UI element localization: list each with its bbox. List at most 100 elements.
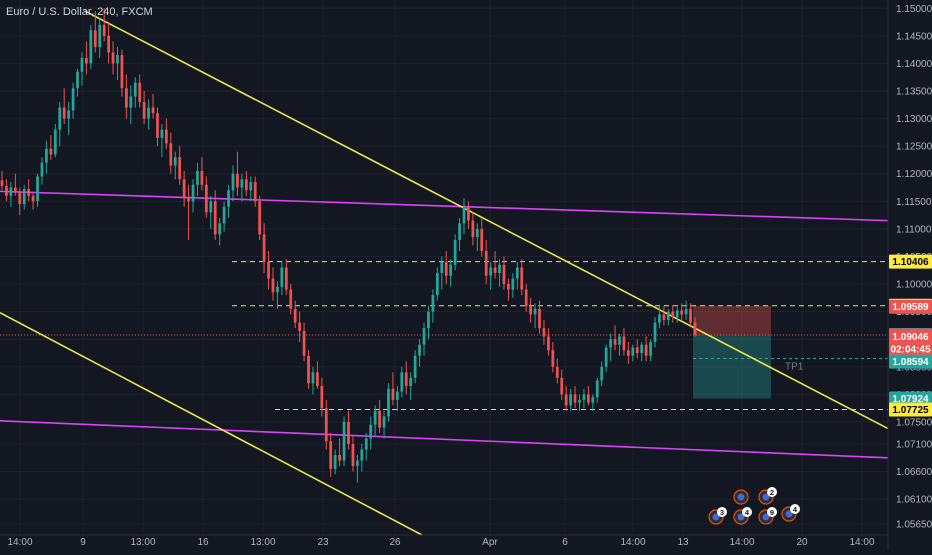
candle-body — [653, 322, 657, 342]
candle-body — [555, 366, 559, 378]
x-tick-label: Apr — [482, 537, 498, 548]
event-count-badge — [790, 504, 800, 514]
event-count: 9 — [770, 508, 774, 517]
x-tick-label: 20 — [796, 537, 808, 548]
candle-body — [227, 190, 230, 207]
price-label: 1.10406 — [892, 257, 929, 268]
x-tick-label: 13:00 — [250, 537, 275, 548]
trendline-upper — [84, 10, 889, 430]
price-label-bg — [889, 329, 932, 344]
candle-body — [5, 185, 8, 196]
candle-body — [649, 341, 652, 356]
candle-body — [515, 267, 519, 279]
flag-icon — [762, 513, 770, 521]
candle-body — [231, 173, 235, 191]
trendline-lower — [0, 312, 423, 536]
candle-body — [22, 189, 26, 205]
candle-body — [200, 170, 204, 185]
candle-body — [684, 308, 688, 315]
candle-body — [244, 179, 248, 191]
chart-title: Euro / U.S. Dollar, 240, FXCM — [6, 6, 153, 18]
candle-body — [502, 264, 506, 285]
candle-body — [533, 308, 537, 315]
candle-body — [338, 455, 341, 461]
candle-body — [196, 170, 199, 185]
candle-body — [111, 52, 115, 64]
candle-body — [382, 416, 386, 428]
candle-body — [62, 107, 66, 119]
candle-body — [569, 394, 572, 406]
candle-body — [71, 88, 75, 111]
candle-body — [93, 30, 97, 47]
candle-body — [240, 179, 244, 188]
x-tick-label: 23 — [317, 537, 329, 548]
candle-body — [142, 102, 146, 119]
candle-body — [276, 286, 279, 293]
candle-body — [0, 180, 4, 186]
candle-body — [662, 314, 666, 320]
candle-body — [560, 377, 564, 395]
candle-body — [675, 310, 679, 318]
candle-body — [284, 267, 288, 290]
candle-body — [280, 267, 284, 287]
candle-body — [635, 347, 639, 353]
x-tick-label: 9 — [80, 537, 86, 548]
y-tick-label: 1.13500 — [896, 87, 932, 98]
candle-body — [471, 220, 475, 238]
trendlines — [0, 10, 889, 536]
candle-body — [600, 366, 604, 381]
candle-body — [147, 107, 150, 119]
candle-body — [489, 267, 493, 276]
candle-body — [151, 107, 155, 114]
x-tick-label: 14:00 — [7, 537, 32, 548]
candle-body — [409, 377, 413, 387]
horizontal-lines — [0, 261, 888, 411]
time-axis[interactable]: 14:00 9 13:00 16 13:00 23 26 Apr 6 14:00 13 14:00 20… — [0, 534, 888, 548]
price-label: 1.07725 — [892, 405, 929, 416]
candle-body — [160, 129, 164, 138]
x-tick-label: 14:00 — [849, 537, 874, 548]
candle-body — [169, 143, 173, 166]
candle-body — [680, 310, 684, 315]
y-tick-label: 1.12500 — [896, 142, 932, 153]
candles — [0, 8, 697, 483]
price-axis[interactable]: 1.15000 1.14500 1.14000 1.13500 1.13000 1.125… — [887, 0, 932, 550]
tp1-label: TP1 — [785, 362, 804, 373]
candle-body — [311, 372, 315, 384]
candle-body — [484, 250, 488, 276]
event-badges[interactable]: 3 4 2 9 4 — [708, 487, 800, 525]
candle-body — [609, 339, 612, 348]
candle-body — [89, 30, 93, 64]
candle-body — [435, 273, 439, 296]
candle-body — [511, 278, 515, 290]
candle-body — [475, 228, 479, 238]
candle-body — [387, 388, 390, 417]
candle-body — [360, 449, 364, 461]
candle-body — [58, 107, 62, 130]
price-label-bg — [889, 354, 932, 369]
y-tick-label: 1.07500 — [896, 417, 932, 428]
candle-body — [98, 24, 102, 47]
event-count: 3 — [720, 508, 724, 517]
candle-body — [187, 198, 190, 202]
candle-body — [431, 295, 435, 312]
candle-body — [320, 386, 324, 409]
candle-body — [578, 399, 581, 403]
candle-body — [449, 264, 453, 276]
candle-body — [27, 189, 31, 196]
y-tick-label: 1.15000 — [896, 4, 932, 15]
candle-body — [689, 308, 692, 323]
candle-body — [102, 24, 106, 36]
y-tick-label: 1.10000 — [896, 280, 932, 291]
candle-body — [378, 410, 381, 428]
candle-body — [347, 421, 350, 444]
candle-body — [316, 372, 319, 387]
price-label-bg — [889, 391, 932, 406]
price-label: 1.07924 — [892, 394, 929, 405]
candle-body — [467, 206, 470, 221]
candle-body — [49, 148, 53, 155]
price-label-bg — [889, 342, 932, 357]
